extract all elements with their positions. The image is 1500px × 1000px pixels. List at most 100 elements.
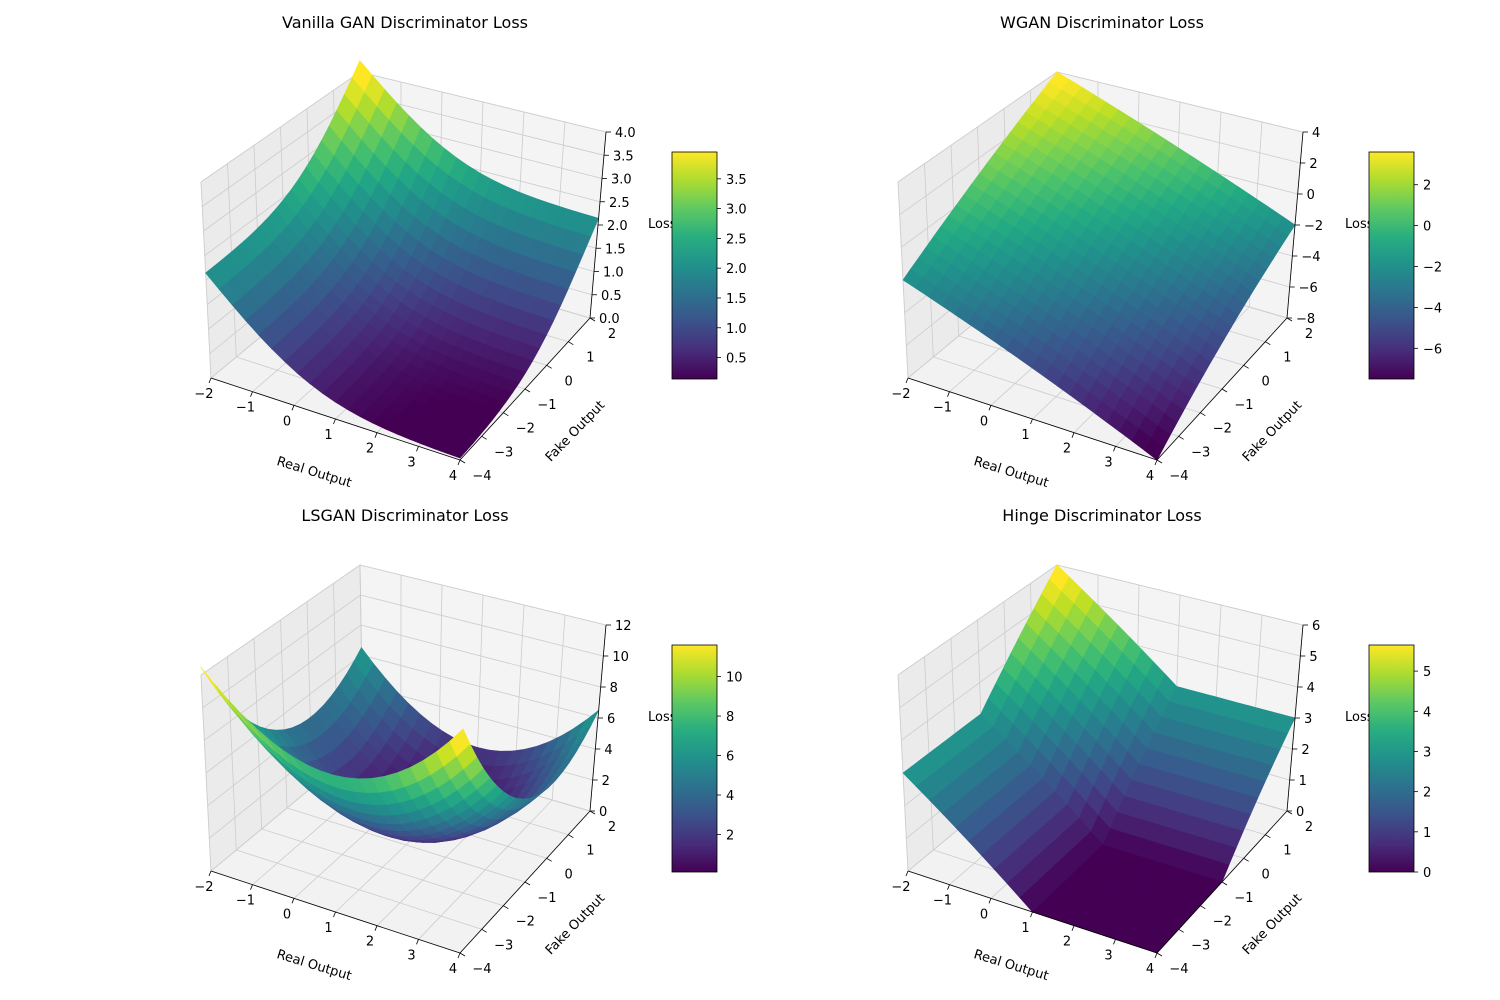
x-tick-label: 3 [407, 455, 415, 470]
colorbar-tick-label: 5 [1423, 665, 1431, 680]
x-tick [208, 377, 212, 384]
x-tick-label: 4 [449, 469, 457, 484]
y-tick-label: −1 [537, 891, 556, 906]
x-tick [1113, 446, 1116, 452]
colorbar-tick-label: 4 [726, 789, 734, 804]
x-tick [457, 952, 461, 959]
x-tick [333, 418, 336, 425]
y-tick [481, 435, 487, 440]
y-tick-label: 0 [565, 374, 573, 389]
colorbar [671, 151, 718, 380]
y-tick [503, 905, 509, 910]
colorbar-tick-label: −4 [1423, 301, 1442, 316]
x-tick [947, 884, 950, 890]
y-tick [1286, 810, 1293, 815]
colorbar-tick-label: 3.5 [726, 173, 747, 188]
y-tick-label: −3 [1191, 445, 1210, 460]
z-axis-label: Loss [648, 710, 677, 725]
surface [205, 60, 600, 459]
chart-title: LSGAN Discriminator Loss [301, 506, 508, 525]
colorbar-tick-label: 3.0 [726, 203, 747, 218]
y-tick [568, 341, 574, 346]
colorbar-tick-label: 2.5 [726, 232, 747, 247]
z-tick-label: 3 [1304, 712, 1312, 727]
surface-patch [449, 728, 471, 757]
x-tick [457, 459, 461, 466]
colorbar-tick-label: 2 [726, 828, 734, 843]
z-tick-label: 2 [1309, 157, 1317, 172]
colorbar-tick-label: 2 [1423, 179, 1431, 194]
y-tick-label: 1 [586, 351, 594, 366]
y-tick-label: 1 [1283, 844, 1291, 859]
x-tick-label: 1 [324, 428, 332, 443]
colorbar-tick-label: 8 [726, 710, 734, 725]
z-tick-label: 0 [599, 805, 607, 820]
colorbar [671, 644, 718, 873]
z-tick-label: 10 [612, 650, 629, 665]
x-tick-label: −2 [194, 880, 213, 895]
colorbar-tick-label: 2 [1423, 786, 1431, 801]
x-tick [1154, 459, 1158, 466]
x-axis-label: Real Output [972, 454, 1050, 491]
surface-patch [1144, 437, 1164, 461]
y-tick-label: 2 [608, 820, 616, 835]
x-tick [333, 911, 336, 918]
y-tick [524, 881, 531, 886]
z-axis-label: Loss [648, 217, 677, 232]
y-tick [1221, 881, 1228, 886]
y-tick-label: −3 [494, 938, 513, 953]
y-tick [546, 857, 552, 862]
z-tick-label: 4 [1307, 681, 1315, 696]
z-tick-label: 1.5 [605, 242, 626, 257]
y-tick-label: −2 [516, 915, 535, 930]
y-tick-label: −2 [1213, 915, 1232, 930]
x-tick-label: 1 [1021, 921, 1029, 936]
x-tick [988, 898, 992, 904]
x-tick-label: 4 [1146, 962, 1154, 977]
z-tick-label: 2 [1301, 743, 1309, 758]
y-tick-label: −3 [494, 445, 513, 460]
chart-title: WGAN Discriminator Loss [1000, 13, 1204, 32]
x-tick [374, 925, 378, 931]
colorbar-ticks: −6 −4 −2 0 2 [1414, 179, 1442, 357]
y-tick-label: −3 [1191, 938, 1210, 953]
y-tick-label: 1 [1283, 351, 1291, 366]
y-tick-label: 2 [1305, 327, 1313, 342]
x-tick-label: 0 [980, 414, 988, 429]
colorbar-tick-label: 0 [1423, 866, 1431, 881]
z-tick-label: 0.5 [601, 289, 622, 304]
x-tick [416, 939, 419, 945]
x-tick-label: −2 [891, 387, 910, 402]
x-tick-label: −1 [933, 894, 952, 909]
colorbar-tick-label: 4 [1423, 705, 1431, 720]
surface [200, 646, 599, 843]
y-tick [1200, 905, 1206, 910]
y-tick [546, 364, 552, 369]
x-tick [250, 884, 253, 890]
y-tick [1156, 952, 1163, 957]
colorbar-tick-label: 0.5 [726, 352, 747, 367]
z-axis-label: Loss [1345, 217, 1374, 232]
x-tick-label: 2 [1063, 442, 1071, 457]
x-tick-label: −1 [236, 894, 255, 909]
z-tick-label: 5 [1309, 650, 1317, 665]
x-tick [291, 898, 295, 904]
y-tick [1286, 317, 1293, 322]
z-tick-label: 12 [615, 619, 632, 634]
colorbar-ticks: 0.5 1.0 1.5 2.0 2.5 3.0 3.5 [717, 173, 747, 367]
y-tick [589, 810, 596, 815]
x-tick [1113, 939, 1116, 945]
z-tick-label: 4 [604, 743, 612, 758]
y-tick-label: −2 [516, 422, 535, 437]
z-tick-label: −6 [1299, 281, 1318, 296]
z-tick-label: 8 [610, 681, 618, 696]
y-tick [1200, 412, 1206, 417]
z-tick-label: 1.0 [603, 266, 624, 281]
z-tick-label: −2 [1304, 219, 1323, 234]
y-tick [1221, 388, 1228, 393]
y-tick [589, 317, 596, 322]
y-tick-label: 0 [1262, 374, 1270, 389]
